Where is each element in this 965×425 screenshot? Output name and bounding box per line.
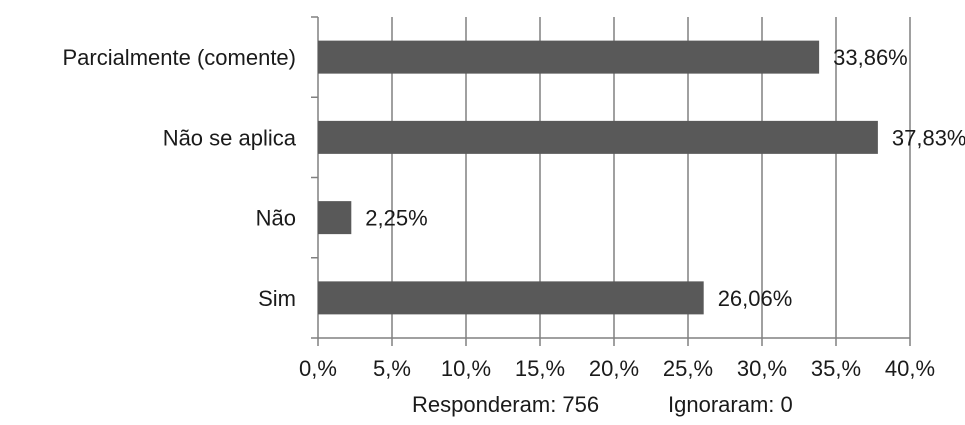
bars	[318, 40, 878, 315]
x-tick-label: 40,%	[885, 356, 935, 381]
x-tick-label: 20,%	[589, 356, 639, 381]
value-label: 37,83%	[892, 125, 965, 150]
x-tick-label: 10,%	[441, 356, 491, 381]
footer-ignored: Ignoraram: 0	[668, 392, 793, 417]
category-label: Não se aplica	[163, 125, 297, 150]
labels: Parcialmente (comente) 33,86% Não se aplic…	[62, 45, 965, 311]
footer-responded: Responderam: 756	[412, 392, 599, 417]
x-tick-label: 35,%	[811, 356, 861, 381]
bar	[318, 201, 352, 235]
x-tick-label: 0,%	[299, 356, 337, 381]
x-tick-label: 5,%	[373, 356, 411, 381]
value-label: 2,25%	[365, 206, 427, 231]
category-label: Parcialmente (comente)	[62, 45, 296, 70]
value-label: 33,86%	[833, 45, 908, 70]
value-label: 26,06%	[718, 286, 793, 311]
bar	[318, 281, 704, 315]
category-label: Não	[256, 206, 296, 231]
x-tick-label: 30,%	[737, 356, 787, 381]
bar	[318, 40, 820, 74]
category-label: Sim	[258, 286, 296, 311]
bar	[318, 120, 878, 154]
x-tick-label: 25,%	[663, 356, 713, 381]
x-tick-label: 15,%	[515, 356, 565, 381]
